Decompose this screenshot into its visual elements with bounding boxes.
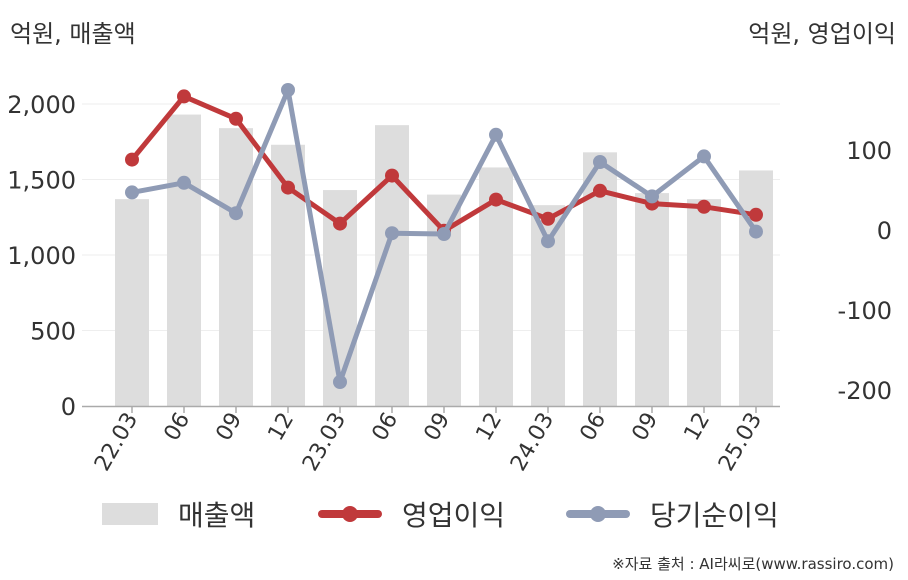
legend-swatch-net	[566, 506, 630, 522]
operating-profit-point	[541, 211, 555, 226]
x-tick-label: 09	[212, 409, 248, 446]
legend-item-net: 당기순이익	[566, 492, 779, 536]
operating-profit-point	[489, 192, 503, 207]
net-income-point	[437, 227, 451, 241]
net-income-point	[385, 226, 399, 241]
x-tick-label: 09	[628, 409, 664, 446]
right-tick-label: -100	[838, 297, 892, 325]
revenue-bar	[635, 193, 669, 406]
x-tick-label: 12	[472, 409, 508, 446]
x-axis-ticks	[131, 406, 757, 413]
legend: 매출액 영업이익 당기순이익	[0, 492, 908, 536]
net-income-point	[281, 83, 295, 97]
operating-profit-point	[125, 152, 139, 167]
net-income-point	[489, 127, 503, 142]
x-tick-label: 24.03	[506, 409, 559, 476]
net-income-point	[749, 224, 763, 239]
x-tick-label: 22.03	[90, 409, 143, 476]
revenue-bar	[167, 114, 201, 406]
revenue-bar	[687, 199, 721, 406]
left-tick-label: 0	[61, 393, 76, 421]
left-tick-label: 2,000	[7, 91, 76, 119]
net-income-point	[229, 206, 243, 221]
x-tick-label: 23.03	[298, 409, 351, 476]
right-tick-label: -200	[838, 377, 892, 405]
source-note: ※자료 출처 : AI라씨로(www.rassiro.com)	[612, 555, 894, 573]
operating-profit-point	[229, 111, 243, 126]
x-tick-label: 12	[680, 409, 716, 446]
legend-item-revenue: 매출액	[102, 492, 255, 536]
net-income-point	[125, 185, 139, 200]
revenue-bars	[115, 114, 773, 406]
x-tick-label: 12	[264, 409, 300, 446]
operating-profit-point	[281, 180, 295, 195]
x-tick-label: 06	[160, 409, 196, 446]
x-tick-label: 06	[576, 409, 612, 446]
legend-swatch-operating	[318, 506, 382, 522]
left-axis-labels: 0 500 1,000 1,500 2,000	[7, 91, 76, 421]
x-tick-label: 06	[368, 409, 404, 446]
legend-item-operating: 영업이익	[318, 492, 505, 536]
net-income-point	[333, 375, 347, 389]
left-axis-unit: 억원, 매출액	[10, 20, 136, 48]
left-tick-label: 1,000	[7, 242, 76, 270]
operating-profit-point	[697, 199, 711, 214]
net-income-point	[593, 155, 607, 169]
profit-lines	[125, 83, 763, 389]
revenue-bar	[115, 199, 149, 406]
net-income-point	[177, 175, 191, 190]
left-tick-label: 500	[30, 318, 76, 346]
legend-label-net: 당기순이익	[650, 499, 779, 532]
revenue-bar	[219, 128, 253, 406]
legend-label-revenue: 매출액	[178, 499, 256, 532]
net-income-point	[541, 234, 555, 249]
right-axis-unit: 억원, 영업이익	[748, 20, 896, 48]
revenue-bar	[739, 170, 773, 406]
right-tick-label: 0	[877, 217, 892, 245]
legend-label-operating: 영업이익	[402, 499, 506, 532]
operating-profit-point	[333, 216, 347, 231]
right-axis-labels: -200 -100 0 100	[838, 137, 892, 405]
left-tick-label: 1,500	[7, 167, 76, 195]
right-tick-label: 100	[846, 137, 892, 165]
net-income-point	[645, 189, 659, 204]
x-tick-label: 25.03	[714, 409, 767, 476]
legend-swatch-revenue	[102, 503, 158, 525]
operating-profit-point	[593, 183, 607, 198]
operating-profit-point	[749, 207, 763, 222]
x-tick-label: 09	[420, 409, 456, 446]
net-income-point	[697, 149, 711, 164]
operating-profit-point	[177, 89, 191, 104]
operating-profit-point	[385, 168, 399, 183]
